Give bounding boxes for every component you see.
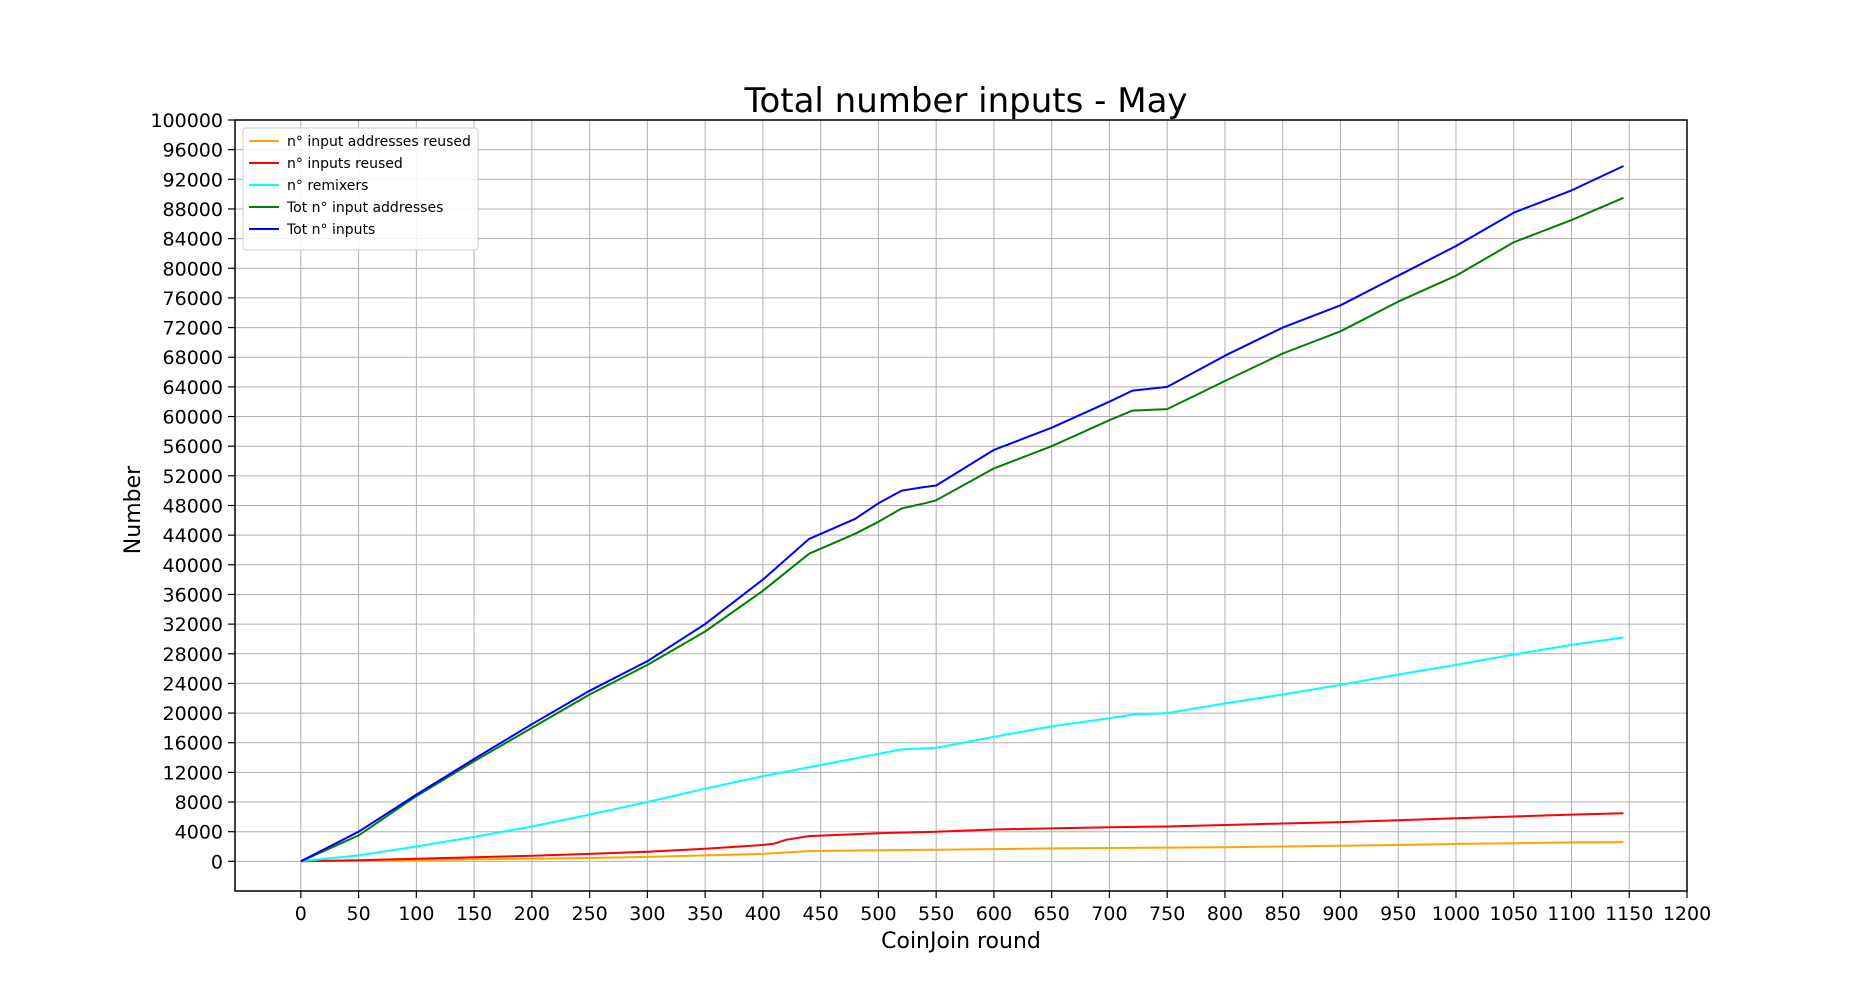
- legend-box: [242, 127, 479, 251]
- x-tick-label: 900: [1322, 903, 1358, 925]
- series-line-3: [300, 196, 1624, 863]
- plot-series: [300, 165, 1624, 863]
- x-tick-label: 150: [456, 903, 492, 925]
- y-tick-label: 64000: [163, 377, 223, 399]
- y-tick-label: 16000: [163, 733, 223, 755]
- y-tick-label: 52000: [163, 466, 223, 488]
- chart-title: Total number inputs - May: [743, 81, 1187, 121]
- y-tick-label: 84000: [163, 229, 223, 251]
- y-tick-label: 76000: [163, 288, 223, 310]
- legend-label: Tot n° inputs: [286, 222, 375, 238]
- x-tick-label: 550: [918, 903, 954, 925]
- y-tick-label: 92000: [163, 169, 223, 191]
- x-tick-label: 1100: [1547, 903, 1595, 925]
- y-tick-label: 72000: [163, 318, 223, 340]
- x-tick-label: 700: [1091, 903, 1127, 925]
- y-tick-label: 88000: [163, 199, 223, 221]
- x-tick-label: 750: [1149, 903, 1185, 925]
- y-tick-label: 40000: [163, 555, 223, 577]
- legend: n° input addresses reused n° inputs reuse…: [242, 127, 479, 251]
- x-tick-label: 400: [745, 903, 781, 925]
- series-line-2: [300, 636, 1624, 863]
- x-tick-label: 300: [629, 903, 665, 925]
- x-tick-label: 100: [398, 903, 434, 925]
- x-tick-label: 850: [1265, 903, 1301, 925]
- x-axis: 0 50 100 150 200 250 300 350 400 450 500 550 600 650 7…: [295, 891, 1711, 925]
- y-tick-label: 0: [211, 851, 223, 873]
- legend-label: n° inputs reused: [287, 156, 403, 172]
- y-tick-label: 24000: [163, 673, 223, 695]
- x-tick-label: 1050: [1490, 903, 1538, 925]
- y-tick-label: 12000: [163, 762, 223, 784]
- x-axis-label: CoinJoin round: [881, 929, 1041, 954]
- series-line-0: [300, 841, 1624, 863]
- x-tick-label: 200: [514, 903, 550, 925]
- y-tick-label: 44000: [163, 525, 223, 547]
- legend-label: n° remixers: [287, 178, 368, 194]
- y-axis: 0 4000 8000 12000 16000 20000 24000 28000 32000 3…: [150, 110, 235, 873]
- y-tick-label: 36000: [163, 584, 223, 606]
- y-tick-label: 60000: [163, 407, 223, 429]
- y-axis-label: Number: [121, 465, 146, 554]
- x-tick-label: 1000: [1432, 903, 1480, 925]
- x-tick-label: 800: [1207, 903, 1243, 925]
- legend-label: Tot n° input addresses: [286, 200, 443, 216]
- series-line-4: [300, 165, 1624, 863]
- series-line-1: [300, 812, 1624, 863]
- x-tick-label: 1150: [1605, 903, 1653, 925]
- y-tick-label: 8000: [175, 792, 223, 814]
- y-tick-label: 32000: [163, 614, 223, 636]
- y-tick-label: 28000: [163, 644, 223, 666]
- x-tick-label: 0: [295, 903, 307, 925]
- x-tick-label: 500: [860, 903, 896, 925]
- y-tick-label: 56000: [163, 436, 223, 458]
- x-tick-label: 250: [571, 903, 607, 925]
- x-tick-label: 650: [1034, 903, 1070, 925]
- y-tick-label: 4000: [175, 822, 223, 844]
- x-tick-label: 50: [347, 903, 371, 925]
- x-tick-label: 450: [803, 903, 839, 925]
- y-tick-label: 96000: [163, 140, 223, 162]
- y-tick-label: 68000: [163, 347, 223, 369]
- y-tick-label: 80000: [163, 258, 223, 280]
- y-tick-label: 20000: [163, 703, 223, 725]
- x-tick-label: 1200: [1663, 903, 1711, 925]
- x-tick-label: 950: [1380, 903, 1416, 925]
- y-tick-label: 100000: [150, 110, 223, 132]
- x-tick-label: 600: [976, 903, 1012, 925]
- legend-label: n° input addresses reused: [287, 134, 471, 150]
- y-tick-label: 48000: [163, 496, 223, 518]
- x-tick-label: 350: [687, 903, 723, 925]
